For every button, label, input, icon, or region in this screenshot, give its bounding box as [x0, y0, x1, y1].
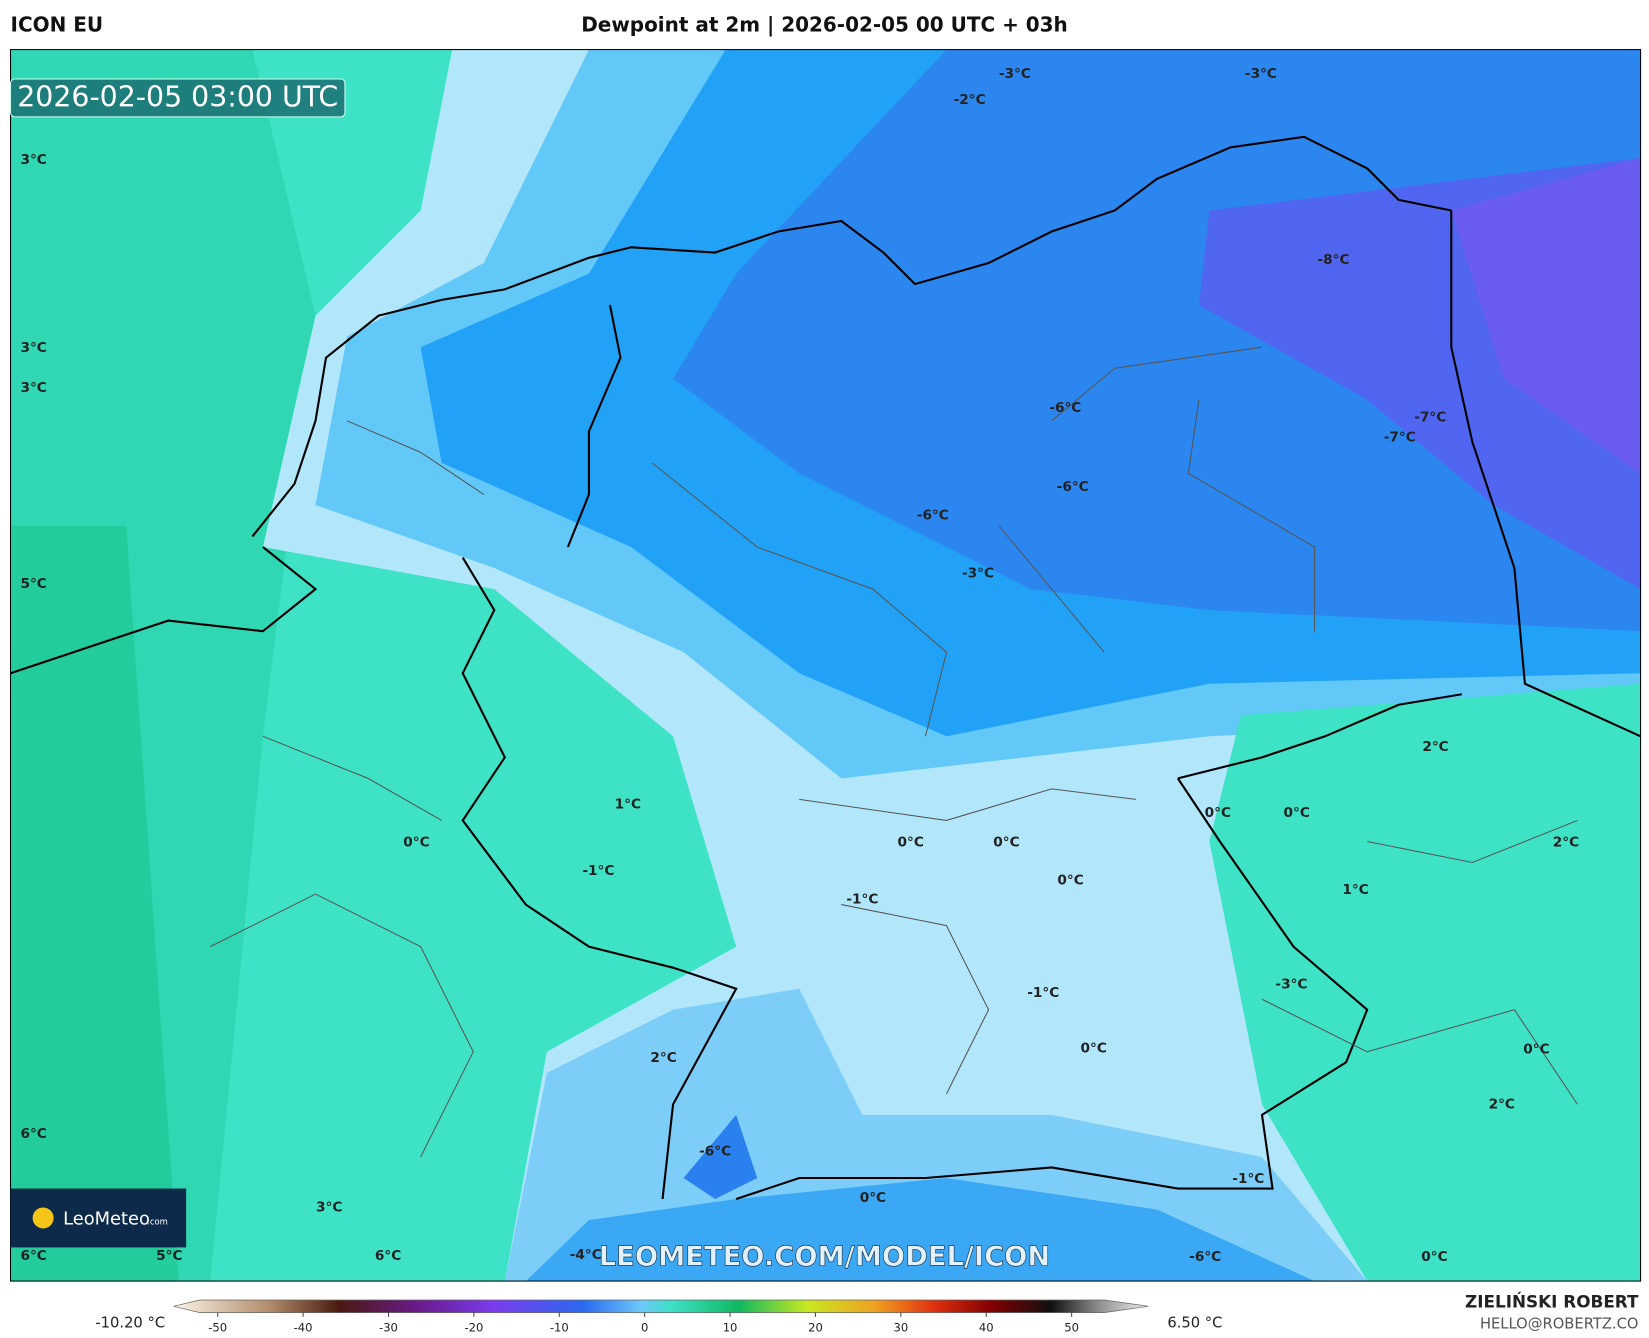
dewpoint-label: -1°C — [582, 863, 614, 879]
dewpoint-label: 0°C — [1523, 1042, 1549, 1058]
dewpoint-label: -7°C — [1414, 410, 1446, 426]
dewpoint-label: 0°C — [1205, 805, 1231, 821]
dewpoint-label: -6°C — [1189, 1249, 1221, 1265]
dewpoint-label: -6°C — [1049, 400, 1081, 416]
dewpoint-label: 3°C — [20, 152, 46, 168]
map-labels: 3°C 3°C 3°C 5°C 6°C 6°C 5°C 3°C 6°C -2°C -3°C -3°C -… — [20, 66, 1579, 1265]
author-contact: HELLO@ROBERTZ.CO — [1480, 1315, 1639, 1332]
dewpoint-label: -2°C — [954, 92, 986, 108]
dewpoint-label: 0°C — [1057, 872, 1083, 888]
colorbar-tick-label: 30 — [893, 1321, 908, 1335]
author-name: ZIELIŃSKI ROBERT — [1465, 1290, 1639, 1311]
dewpoint-label: 6°C — [375, 1248, 401, 1264]
dewpoint-label: -1°C — [1232, 1171, 1264, 1187]
dewpoint-label: 0°C — [993, 835, 1019, 851]
dewpoint-label: 0°C — [1284, 805, 1310, 821]
colorbar-tick-label: 40 — [979, 1321, 994, 1335]
dewpoint-label: 0°C — [403, 835, 429, 851]
dewpoint-label: 2°C — [1489, 1096, 1515, 1112]
dewpoint-label: -1°C — [1027, 985, 1059, 1001]
dewpoint-label: 3°C — [20, 340, 46, 356]
colorbar-tick-label: 0 — [641, 1321, 648, 1335]
dewpoint-label: 1°C — [615, 797, 641, 813]
timestamp: 2026-02-05 03:00 UTC — [17, 80, 338, 113]
dewpoint-label: 0°C — [898, 835, 924, 851]
logo-sun — [32, 1207, 54, 1229]
dewpoint-label: -3°C — [962, 565, 994, 581]
chart-title: Dewpoint at 2m | 2026-02-05 00 UTC + 03h — [581, 13, 1068, 37]
colorbar-tick-label: 10 — [723, 1321, 738, 1335]
dewpoint-label: -1°C — [846, 891, 878, 907]
colorbar-tick-label: -40 — [294, 1321, 313, 1335]
dewpoint-label: 5°C — [156, 1248, 182, 1264]
dewpoint-label: 3°C — [316, 1199, 342, 1215]
map — [10, 49, 1641, 1282]
dewpoint-label: 6°C — [20, 1126, 46, 1142]
dewpoint-label: 0°C — [1081, 1041, 1107, 1057]
logo-name: LeoMeteo — [63, 1208, 150, 1229]
dewpoint-label: 2°C — [1553, 835, 1579, 851]
dewpoint-label: 2°C — [650, 1050, 676, 1066]
dewpoint-label: -3°C — [1245, 66, 1277, 82]
colorbar-min: -10.20 °C — [95, 1314, 165, 1331]
colorbar — [173, 1299, 1149, 1313]
timestamp-box — [9, 78, 346, 118]
dewpoint-label: 2°C — [1422, 739, 1448, 755]
dewpoint-label: -6°C — [699, 1144, 731, 1160]
dewpoint-label: -3°C — [1275, 976, 1307, 992]
dewpoint-label: 1°C — [1342, 882, 1368, 898]
colorbar-max: 6.50 °C — [1167, 1314, 1222, 1331]
watermark: LEOMETEO.COM/MODEL/ICON — [599, 1241, 1050, 1272]
colorbar-tick-label: -50 — [208, 1321, 227, 1335]
dewpoint-label: -3°C — [999, 66, 1031, 82]
map-frame — [9, 49, 1642, 1282]
colorbar-ticks: -50 -40 -30 -20 -10 0 10 20 30 40 50 — [208, 1312, 1079, 1335]
colorbar-tick-label: -10 — [550, 1321, 569, 1335]
dewpoint-label: 0°C — [860, 1190, 886, 1206]
logo-suffix: .com — [147, 1216, 168, 1226]
dewpoint-label: 6°C — [20, 1248, 46, 1264]
colorbar-tick-label: -20 — [464, 1321, 483, 1335]
colorbar-tick-label: -30 — [379, 1321, 398, 1335]
dewpoint-label: 0°C — [1421, 1249, 1447, 1265]
dewpoint-label: -6°C — [1057, 479, 1089, 495]
model-name: ICON EU — [11, 13, 104, 37]
colorbar-tick-label: 20 — [808, 1321, 823, 1335]
dewpoint-label: -8°C — [1317, 252, 1349, 268]
dewpoint-label: 5°C — [20, 576, 46, 592]
dewpoint-label: -4°C — [570, 1247, 602, 1263]
colorbar-tick-label: 50 — [1064, 1321, 1079, 1335]
dewpoint-label: -6°C — [917, 507, 949, 523]
dewpoint-label: -7°C — [1384, 430, 1416, 446]
dewpoint-label: 3°C — [20, 380, 46, 396]
